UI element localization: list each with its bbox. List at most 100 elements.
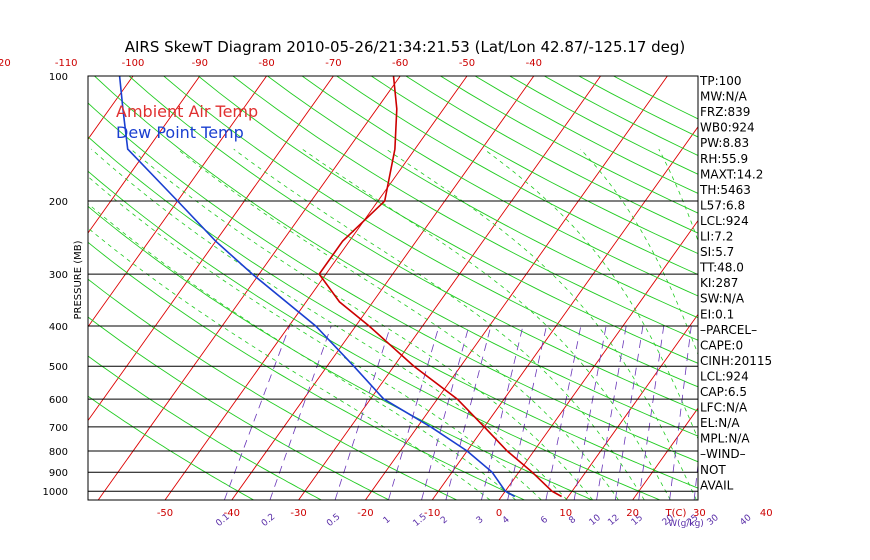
- moist-adiabat-line: [302, 148, 671, 500]
- mixing-ratio-line: [596, 325, 627, 500]
- moist-adiabat-line: [88, 203, 516, 500]
- stat-item: NOT: [700, 463, 726, 477]
- stat-item: TP:100: [699, 74, 742, 88]
- dry-adiabat-line: [232, 76, 698, 341]
- dry-adiabat-line: [370, 76, 698, 255]
- isotherm-line: [88, 76, 267, 328]
- stat-item: TT:48.0: [699, 261, 744, 275]
- dry-adiabat-line: [88, 316, 390, 500]
- stat-item: LFC:N/A: [700, 401, 748, 415]
- moist-adiabat-line: [88, 227, 491, 500]
- temperature-tick-label-bottom: -30: [290, 508, 306, 519]
- pressure-tick-label: 400: [49, 322, 68, 333]
- dry-adiabat-line: [335, 76, 698, 275]
- isotherm-line: [88, 76, 134, 140]
- grid-lines: [0, 76, 870, 500]
- stat-item: PW:8.83: [700, 136, 749, 150]
- dry-adiabat-line: [88, 241, 525, 500]
- dry-adiabat-line: [88, 278, 458, 500]
- moist-adiabat-line: [88, 176, 542, 500]
- mixing-ratio-tick-label: 2: [439, 515, 450, 526]
- temperature-tick-label-bottom: -20: [357, 508, 373, 519]
- dry-adiabat-line: [612, 76, 698, 120]
- mixing-ratio-tick-label: 3: [475, 515, 486, 526]
- dry-adiabat-line: [301, 76, 698, 297]
- temperature-tick-label-bottom: 10: [559, 508, 572, 519]
- stat-item: –WIND–: [700, 447, 746, 461]
- mixing-ratio-line: [334, 325, 391, 500]
- isotherm-line: [833, 76, 870, 500]
- dry-adiabat-line: [88, 170, 661, 500]
- temperature-tick-label-bottom: -50: [157, 508, 173, 519]
- moist-adiabat-line: [233, 148, 645, 500]
- chart-title: AIRS SkewT Diagram 2010-05-26/21:34:21.5…: [125, 38, 686, 56]
- isotherm-line: [88, 76, 334, 422]
- stat-item: LCL:924: [700, 369, 749, 383]
- mixing-ratio-line: [747, 326, 760, 500]
- stat-item: –PARCEL–: [700, 323, 757, 337]
- isotherm-line: [88, 76, 201, 234]
- mixing-ratio-tick-label: 1: [382, 515, 393, 526]
- dry-adiabat-line: [508, 76, 698, 175]
- temperature-tick-label-top: -40: [526, 58, 542, 69]
- stat-item: WB0:924: [700, 121, 755, 135]
- dry-adiabat-line: [439, 76, 698, 214]
- profiles: [118, 76, 562, 498]
- dry-adiabat-line: [88, 102, 698, 463]
- moist-adiabat-line: [91, 148, 568, 500]
- mixing-ratio-tick-label: 0.5: [325, 512, 342, 529]
- pressure-tick-label: 300: [49, 270, 68, 281]
- stat-item: RH:55.9: [700, 152, 748, 166]
- stat-item: L57:6.8: [700, 198, 745, 212]
- mixing-ratio-line: [693, 460, 698, 500]
- isotherm-line: [0, 76, 66, 500]
- dry-adiabat-line: [163, 76, 698, 388]
- isotherm-line: [632, 407, 698, 500]
- mixing-ratio-line: [545, 325, 582, 500]
- dry-adiabat-line: [543, 76, 698, 156]
- temperature-tick-label-top: -100: [122, 58, 145, 69]
- stat-item: LCL:924: [700, 214, 749, 228]
- pressure-tick-label: 100: [49, 72, 68, 83]
- temperature-tick-label-top: -70: [325, 58, 341, 69]
- temperature-tick-label-bottom: 30: [693, 508, 706, 519]
- isotherm-line: [97, 76, 401, 500]
- stat-item: CAP:6.5: [700, 385, 747, 399]
- isotherm-line: [766, 76, 870, 500]
- temperature-tick-label-top: -90: [192, 58, 208, 69]
- mixing-ratio-tick-label: 4: [501, 515, 512, 527]
- dry-adiabat-line: [88, 205, 593, 500]
- pressure-tick-label: 900: [49, 468, 68, 479]
- legend-ambient-air-temp: Ambient Air Temp: [116, 102, 258, 121]
- dry-adiabat-line: [88, 355, 322, 500]
- mixing-ratio-line: [269, 325, 332, 500]
- mixing-ratio-line: [421, 325, 470, 500]
- stat-item: LI:7.2: [700, 230, 733, 244]
- temperature-tick-label-top: -60: [392, 58, 408, 69]
- mixing-ratio-tick-label: 0.2: [260, 512, 277, 529]
- dry-adiabat-line: [88, 136, 698, 489]
- stat-item: CAPE:0: [700, 338, 743, 352]
- mixing-ratio-line: [669, 325, 692, 500]
- isotherm-line: [498, 219, 698, 500]
- x-axis-label: T(C): [665, 508, 687, 519]
- mixing-ratio-line: [573, 325, 607, 500]
- legend-dew-point-temp: Dew Point Temp: [116, 123, 244, 142]
- dry-adiabat-line: [577, 76, 698, 138]
- y-axis-label: PRESSURE (MB): [73, 240, 84, 319]
- temperature-tick-label-bottom: -40: [224, 508, 240, 519]
- dry-adiabat-line: [93, 76, 698, 437]
- stat-item: SW:N/A: [700, 292, 745, 306]
- stat-item: TH:5463: [699, 183, 751, 197]
- plot-frame: [87, 75, 699, 501]
- mixing-ratio-tick-label: 6: [539, 515, 550, 527]
- mixing-ratio-axis-label: W(g/kg): [668, 519, 704, 529]
- mixing-ratio-tick-label: 12: [606, 513, 621, 528]
- temperature-tick-label-top: -120: [0, 58, 11, 69]
- temperature-tick-label-top: -110: [55, 58, 78, 69]
- mixing-ratio-line: [223, 325, 290, 500]
- dry-adiabat-line: [128, 76, 698, 412]
- temperature-tick-label-bottom: 20: [626, 508, 639, 519]
- mixing-ratio-line: [388, 325, 440, 500]
